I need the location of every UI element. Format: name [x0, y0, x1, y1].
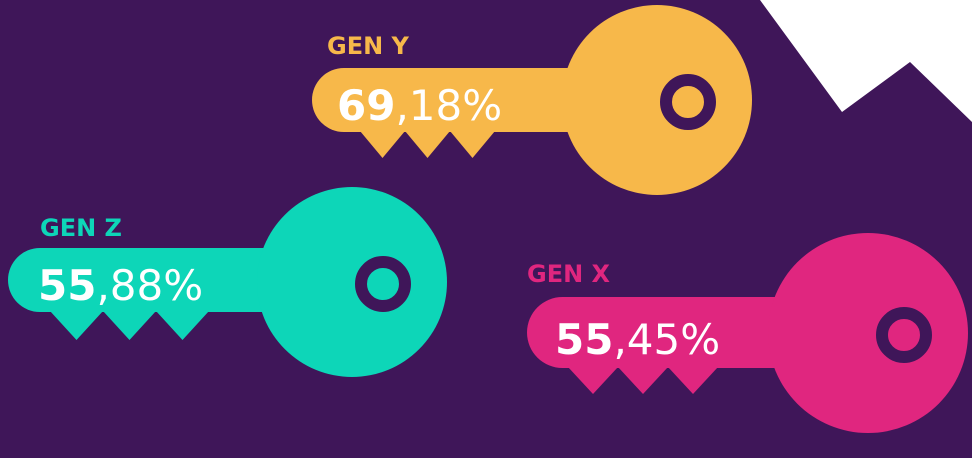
- key-tooth: [103, 311, 156, 340]
- key-label: GEN Y: [327, 32, 410, 60]
- key-tooth: [360, 131, 405, 158]
- key-label: GEN X: [527, 260, 611, 288]
- key-tooth: [405, 131, 450, 158]
- corner-shape: [760, 0, 972, 122]
- key-tooth: [50, 311, 103, 340]
- key-tooth: [568, 367, 618, 394]
- key-head: [562, 5, 752, 195]
- value-whole: 55: [555, 315, 613, 364]
- key-tooth: [450, 131, 495, 158]
- key-tooth: [618, 367, 668, 394]
- value-rest: ,45%: [613, 315, 720, 364]
- value-rest: ,18%: [395, 81, 502, 130]
- key: GEN Z 55,88%: [8, 187, 447, 377]
- value-whole: 55: [38, 261, 96, 310]
- key-value: 69,18%: [337, 81, 502, 130]
- key-tooth: [156, 311, 209, 340]
- key: GEN Y 69,18%: [312, 5, 752, 195]
- key-hole: [876, 307, 932, 363]
- key-value: 55,45%: [555, 315, 720, 364]
- key-head: [257, 187, 447, 377]
- key-hole: [355, 256, 411, 312]
- key-head: [768, 233, 968, 433]
- key: GEN X 55,45%: [527, 233, 968, 433]
- key-tooth: [668, 367, 718, 394]
- value-whole: 69: [337, 81, 395, 130]
- value-rest: ,88%: [96, 261, 203, 310]
- key-label: GEN Z: [40, 214, 122, 242]
- key-value: 55,88%: [38, 261, 203, 310]
- key-hole: [660, 74, 716, 130]
